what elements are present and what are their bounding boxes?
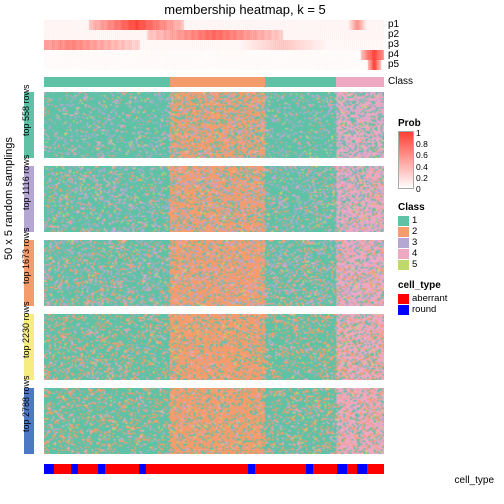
class-strip-label: Class [388,76,413,87]
row-label: top 558 rows [21,124,31,136]
class-legend-title: Class [398,202,425,213]
row-label: top 1673 rows [21,272,31,284]
class-legend-item: 1 [398,215,425,226]
class-legend-item: 3 [398,237,425,248]
class-legend-item: 4 [398,248,425,259]
class-legend-item: 5 [398,259,425,270]
p-label: p5 [388,59,399,70]
celltype-legend-title: cell_type [398,280,447,291]
celltype-legend-item: aberrant [398,293,447,304]
row-label: top 2788 rows [21,420,31,432]
chart-title: membership heatmap, k = 5 [100,2,390,17]
class-legend-item: 2 [398,226,425,237]
row-label: top 1116 rows [21,198,31,210]
row-label: top 2230 rows [21,346,31,358]
bottom-label: cell_type [455,475,494,486]
y-axis-label: 50 x 5 random samplings [3,137,15,260]
celltype-legend-item: round [398,304,447,315]
